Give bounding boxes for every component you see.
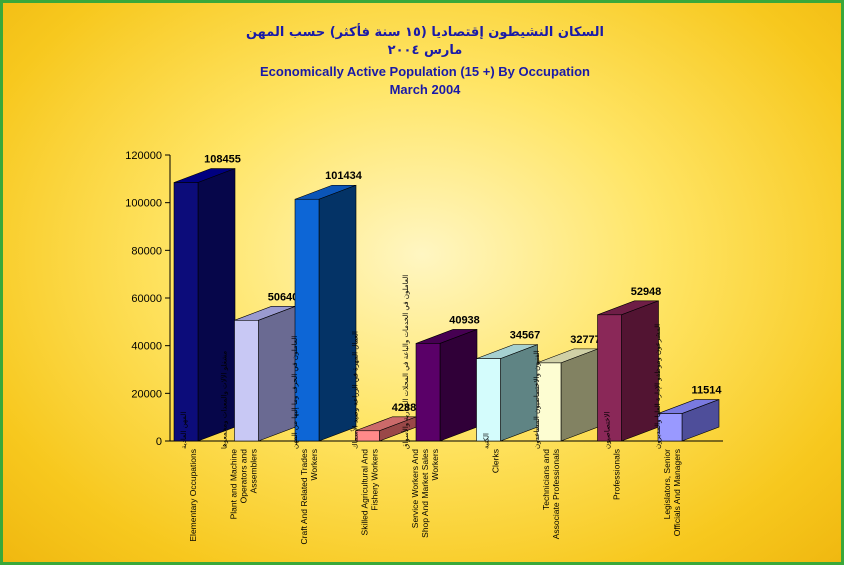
bar-front-face (476, 358, 501, 442)
chart-title-arabic: السكان النشيطون إقتصاديا (١٥ سنة فأكثر) … (246, 23, 604, 40)
bar-front-face (536, 362, 562, 442)
category-label: Service Workers And Shop And Market Sales… (401, 275, 440, 538)
data-label: 101434 (325, 170, 363, 182)
category-label-en: Workers (430, 449, 440, 481)
category-label-en: Fishery Workers (370, 449, 380, 511)
category-label: Plant and Machine Operators and Assemblers… (220, 351, 259, 520)
bar-side-face (621, 300, 659, 442)
bar-side-face (318, 184, 357, 442)
bar-front-face (657, 413, 683, 442)
category-label-en: Shop And Market Sales (420, 449, 430, 538)
category-label-ar: المشرعون وموظفو الإدارة العليا والمديرون (654, 324, 662, 449)
category-label-en: Skilled Agricultural And (360, 449, 370, 536)
data-label: 32777 (570, 334, 601, 346)
bar-side-face (439, 328, 478, 442)
bar: 50640 (234, 291, 299, 442)
category-label-ar: مشغلو الآلات والمعدات ومجمعوها (220, 351, 229, 449)
bar-side-face (560, 348, 599, 442)
y-axis: 0 20000 40000 60000 80000 100000 120000 (125, 150, 723, 448)
bar: 40938 (415, 314, 480, 442)
bar: 11514 (657, 385, 723, 442)
y-tick-label: 0 (156, 436, 162, 448)
category-label-en: Technicians and (541, 449, 551, 510)
data-label: 52948 (631, 286, 662, 298)
bar: 34567 (476, 330, 541, 442)
bar: 108455 (173, 154, 241, 442)
category-label-en: Craft And Related Trades (299, 449, 309, 544)
data-label: 11514 (692, 385, 723, 397)
bar-front-face (597, 314, 622, 442)
category-label-en: Operators and (239, 449, 249, 504)
bar-side-face (197, 168, 236, 442)
category-label-en: Elementary Occupations (188, 449, 198, 542)
bar: 52948 (597, 286, 662, 442)
y-tick-label: 120000 (125, 150, 162, 162)
category-label-en: Service Workers And (410, 449, 420, 528)
category-label: Technicians and Associate Professionals ال… (533, 350, 561, 539)
data-label: 50640 (268, 291, 299, 303)
bar-front-face (173, 182, 199, 442)
bar-front-face (294, 198, 320, 442)
bars: 108455 50640 101434 4288 40938 34567 32777 5294… (173, 154, 723, 442)
category-label-en: Assemblers (249, 449, 259, 493)
category-label-en: Officials And Managers (672, 449, 682, 536)
category-label: Skilled Agricultural And Fishery Workers ا… (351, 331, 380, 535)
bar: 4288 (355, 402, 417, 442)
category-label-en: Workers (309, 449, 319, 481)
category-label-ar: العاملون في الحرف وما إليها من المهن (291, 336, 299, 449)
y-tick-label: 100000 (125, 198, 162, 210)
category-label-ar: المهن العادية (180, 412, 188, 449)
category-label-en: Legislators, Senior (662, 449, 672, 520)
bar: 32777 (536, 334, 601, 442)
y-tick-label: 80000 (131, 245, 162, 257)
chart-subtitle: March 2004 (390, 82, 462, 97)
bar-front-face (355, 430, 380, 442)
bar-side-face (258, 305, 296, 442)
category-label-en: Clerks (491, 449, 501, 473)
bar-front-face (234, 320, 259, 442)
category-label-en: Associate Professionals (551, 449, 561, 539)
chart-subtitle-arabic: مارس ٢٠٠٤ (388, 43, 463, 58)
chart-title: Economically Active Population (15 +) By… (260, 64, 590, 79)
y-tick-label: 60000 (131, 293, 162, 305)
category-label-en: Professionals (612, 449, 622, 500)
data-label: 108455 (204, 154, 241, 166)
category-label-ar: الكتبة (483, 433, 491, 449)
data-label: 34567 (510, 330, 541, 342)
category-label-ar: العمال المهرة في الزراعة وصيد الأسماك (351, 331, 360, 449)
bar-front-face (415, 343, 441, 442)
data-label: 40938 (449, 314, 480, 326)
category-label: Craft And Related Trades Workers العاملون … (291, 336, 319, 545)
category-label-ar: الاختصاصيون (604, 412, 612, 449)
bar-side-face (500, 344, 538, 442)
category-label-ar: العاملون في الخدمات والباعة في المحلات ا… (401, 275, 410, 449)
category-label: Legislators, Senior Officials And Manager… (654, 324, 682, 536)
y-tick-label: 40000 (131, 341, 162, 353)
bar: 101434 (294, 170, 363, 442)
category-label-ar: الفنيون والاختصاصيون المساعدون (533, 350, 541, 449)
category-label-en: Plant and Machine (229, 449, 239, 520)
bar-chart: السكان النشيطون إقتصاديا (١٥ سنة فأكثر) … (125, 23, 723, 545)
y-tick-label: 20000 (131, 388, 162, 400)
data-label: 4288 (392, 402, 416, 414)
